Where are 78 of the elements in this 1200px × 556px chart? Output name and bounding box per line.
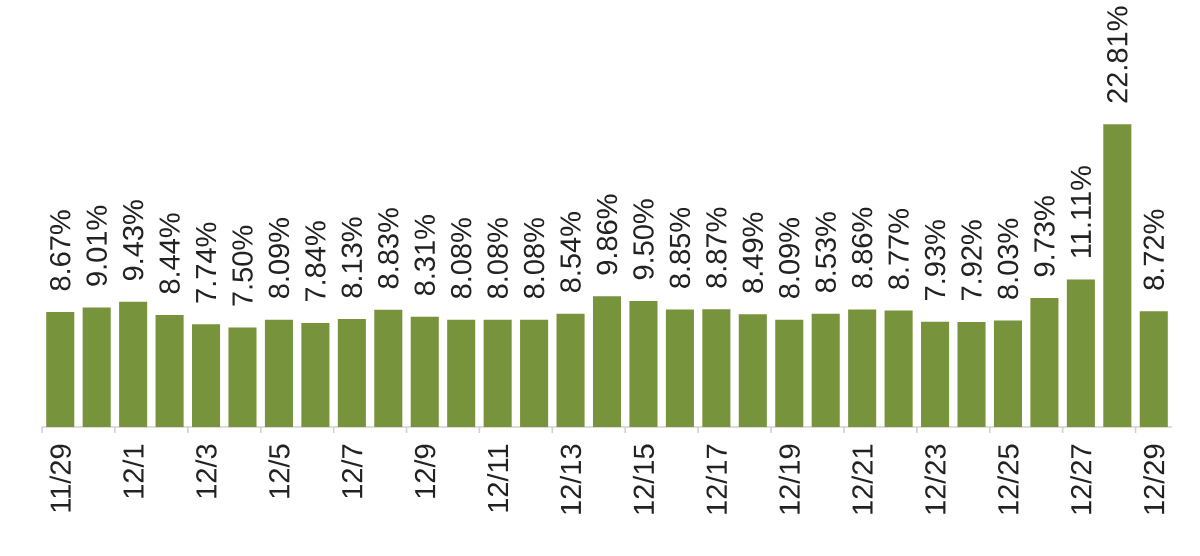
data-label: 9.86% xyxy=(596,194,618,275)
x-tick-label: 12/19 xyxy=(778,444,800,514)
data-label: 9.73% xyxy=(1034,196,1055,277)
x-tick-label: 11/29 xyxy=(49,444,71,512)
data-label: 8.53% xyxy=(815,212,836,293)
data-label: 9.43% xyxy=(122,200,144,281)
bar xyxy=(447,319,476,427)
data-label: 9.01% xyxy=(86,205,107,286)
x-tick-label: 12/9 xyxy=(414,444,436,498)
bar xyxy=(520,319,549,427)
bar xyxy=(848,309,877,427)
bar xyxy=(1139,311,1168,427)
x-tick-label: 12/27 xyxy=(1070,444,1092,514)
data-label: 8.72% xyxy=(1143,209,1165,290)
bar xyxy=(993,320,1022,427)
data-label: 8.86% xyxy=(851,207,873,288)
data-label: 8.08% xyxy=(450,218,472,299)
bar xyxy=(775,319,804,427)
x-tick-label: 12/21 xyxy=(851,444,873,514)
bar xyxy=(192,324,221,427)
data-label: 11.11% xyxy=(1070,166,1091,257)
bar xyxy=(1066,279,1095,427)
x-tick-label: 12/25 xyxy=(997,444,1019,514)
x-tick-label: 12/11 xyxy=(487,444,509,512)
bar xyxy=(155,315,184,427)
bar xyxy=(738,314,767,427)
x-tick-label: 12/23 xyxy=(924,444,946,514)
data-label: 8.09% xyxy=(778,218,800,298)
bar xyxy=(410,316,439,427)
data-label: 8.67% xyxy=(49,210,71,291)
data-label: 8.08% xyxy=(523,218,545,299)
data-label: 7.84% xyxy=(305,221,326,302)
bar xyxy=(957,321,986,427)
bar xyxy=(337,319,366,427)
bar xyxy=(556,313,585,427)
x-tick-label: 12/29 xyxy=(1143,444,1165,514)
bar xyxy=(592,296,622,427)
data-label: 9.50% xyxy=(633,199,654,280)
data-label: 7.74% xyxy=(195,222,217,303)
bar xyxy=(629,300,658,427)
data-label: 8.03% xyxy=(997,218,1019,299)
bar xyxy=(82,307,111,427)
data-label: 7.92% xyxy=(961,220,982,301)
x-tick-label: 12/15 xyxy=(632,444,655,514)
bar xyxy=(1103,124,1132,427)
bar xyxy=(1030,297,1059,427)
data-label: 22.81% xyxy=(1107,6,1128,103)
bar xyxy=(264,319,293,427)
data-label: 8.83% xyxy=(378,208,399,289)
data-label: 7.93% xyxy=(924,220,946,300)
data-label: 8.13% xyxy=(341,217,363,298)
x-tick-label: 12/3 xyxy=(195,444,217,498)
x-tick-label: 12/1 xyxy=(122,444,144,498)
bar xyxy=(665,309,694,427)
x-tick-label: 12/7 xyxy=(341,444,363,498)
x-tick-label: 12/13 xyxy=(559,444,582,514)
bar xyxy=(884,310,913,427)
bar xyxy=(46,311,75,427)
data-label: 8.44% xyxy=(159,213,180,294)
bar xyxy=(811,313,840,427)
bar xyxy=(921,321,950,427)
bar xyxy=(702,309,731,427)
data-label: 8.09% xyxy=(268,218,290,298)
bar xyxy=(301,322,330,427)
x-tick-label: 12/5 xyxy=(268,444,290,498)
data-label: 8.87% xyxy=(706,207,727,288)
data-label: 8.08% xyxy=(487,218,508,299)
data-label: 8.77% xyxy=(888,209,909,289)
data-label: 7.50% xyxy=(232,225,253,306)
data-label: 8.49% xyxy=(742,212,764,293)
bar xyxy=(228,327,257,427)
bar xyxy=(374,309,403,427)
bar xyxy=(119,301,148,427)
bar xyxy=(483,319,512,427)
data-label: 8.85% xyxy=(669,207,691,288)
data-label: 8.31% xyxy=(414,215,436,296)
x-tick-label: 12/17 xyxy=(705,444,727,514)
data-label: 8.54% xyxy=(560,212,581,293)
